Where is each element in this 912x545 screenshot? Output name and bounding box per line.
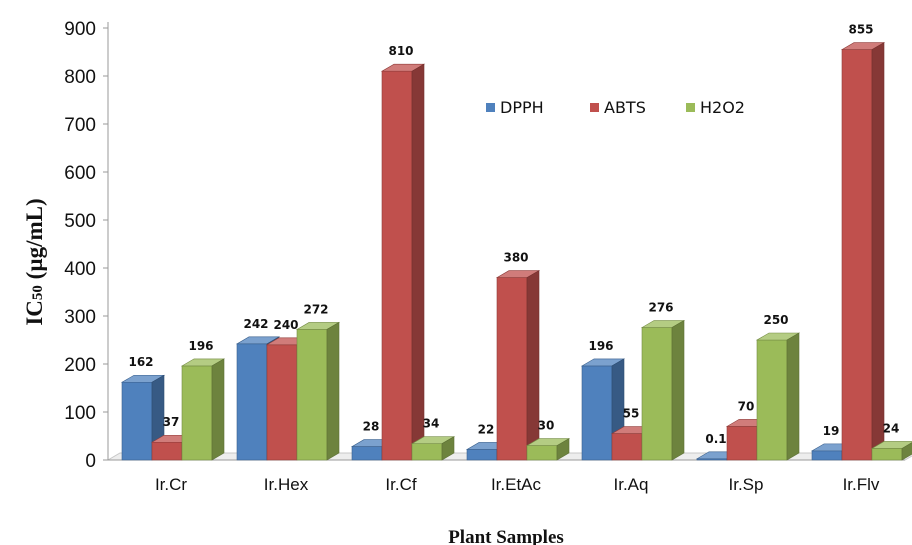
data-label: 22	[478, 422, 495, 436]
bar-h2o2-ir-flv: 24	[870, 421, 912, 461]
y-tick-label: 100	[64, 403, 96, 424]
data-label: 24	[883, 421, 900, 435]
bar-abts-ir-etac: 380	[495, 251, 541, 461]
x-tick-label: Ir.Cr	[155, 475, 187, 494]
y-tick-label: 800	[64, 67, 96, 88]
y-tick-label: 0	[85, 451, 96, 472]
bar-h2o2-ir-cr: 196	[180, 339, 226, 461]
y-tick-label: 600	[64, 163, 96, 184]
legend-swatch	[590, 103, 599, 112]
x-tick-label: Ir.Hex	[264, 475, 309, 494]
data-label: 162	[128, 355, 153, 369]
data-label: 196	[588, 339, 613, 353]
y-axis: 0 100 200 300 400 500 600 700 800 900	[64, 19, 109, 472]
bar-h2o2-ir-etac: 30	[525, 419, 571, 461]
bars: 162 37 196 242 240 272 28 810 34 22 380 30 196 55 276 0…	[120, 23, 912, 461]
y-tick-label: 200	[64, 355, 96, 376]
data-label: 276	[648, 301, 673, 315]
data-label: 28	[363, 420, 380, 434]
y-axis-title: IC50 (µg/mL)	[22, 198, 47, 325]
bar-abts-ir-cf: 810	[380, 44, 426, 461]
data-label: 37	[163, 415, 180, 429]
data-label: 250	[763, 313, 788, 327]
legend-swatch	[486, 103, 495, 112]
bar-h2o2-ir-cf: 34	[410, 417, 456, 461]
data-label: 272	[303, 302, 328, 316]
x-axis: Ir.Cr Ir.Hex Ir.Cf Ir.EtAc Ir.Aq Ir.Sp Ir.Flv	[155, 475, 880, 494]
legend-label: H2O2	[700, 98, 745, 117]
x-tick-label: Ir.EtAc	[491, 475, 542, 494]
x-tick-label: Ir.Flv	[843, 475, 880, 494]
legend-item-abts: ABTS	[590, 98, 646, 117]
data-label: 34	[423, 417, 440, 431]
bar-h2o2-ir-sp: 250	[755, 313, 801, 461]
data-label: 19	[823, 424, 840, 438]
x-tick-label: Ir.Sp	[729, 475, 764, 494]
data-label: 55	[623, 407, 640, 421]
data-label: 855	[848, 23, 873, 37]
x-axis-title: Plant Samples	[448, 527, 564, 545]
data-label: 240	[273, 318, 298, 332]
y-tick-label: 700	[64, 115, 96, 136]
x-tick-label: Ir.Cf	[385, 475, 416, 494]
legend-item-dpph: DPPH	[486, 98, 544, 117]
data-label: 0.1	[705, 432, 726, 446]
data-label: 30	[538, 419, 555, 433]
x-tick-label: Ir.Aq	[614, 475, 649, 494]
data-label: 196	[188, 339, 213, 353]
data-label: 380	[503, 251, 528, 265]
bar-abts-ir-flv: 855	[840, 23, 886, 461]
bar-h2o2-ir-aq: 276	[640, 301, 686, 461]
legend-label: DPPH	[500, 98, 544, 117]
y-tick-label: 500	[64, 211, 96, 232]
data-label: 70	[738, 399, 755, 413]
y-tick-label: 300	[64, 307, 96, 328]
data-label: 242	[243, 317, 268, 331]
legend: DPPH ABTS H2O2	[486, 98, 745, 117]
y-tick-label: 900	[64, 19, 96, 40]
legend-item-h2o2: H2O2	[686, 98, 745, 117]
legend-swatch	[686, 103, 695, 112]
data-label: 810	[388, 44, 413, 58]
legend-label: ABTS	[604, 98, 646, 117]
bar-h2o2-ir-hex: 272	[295, 302, 341, 461]
y-tick-label: 400	[64, 259, 96, 280]
